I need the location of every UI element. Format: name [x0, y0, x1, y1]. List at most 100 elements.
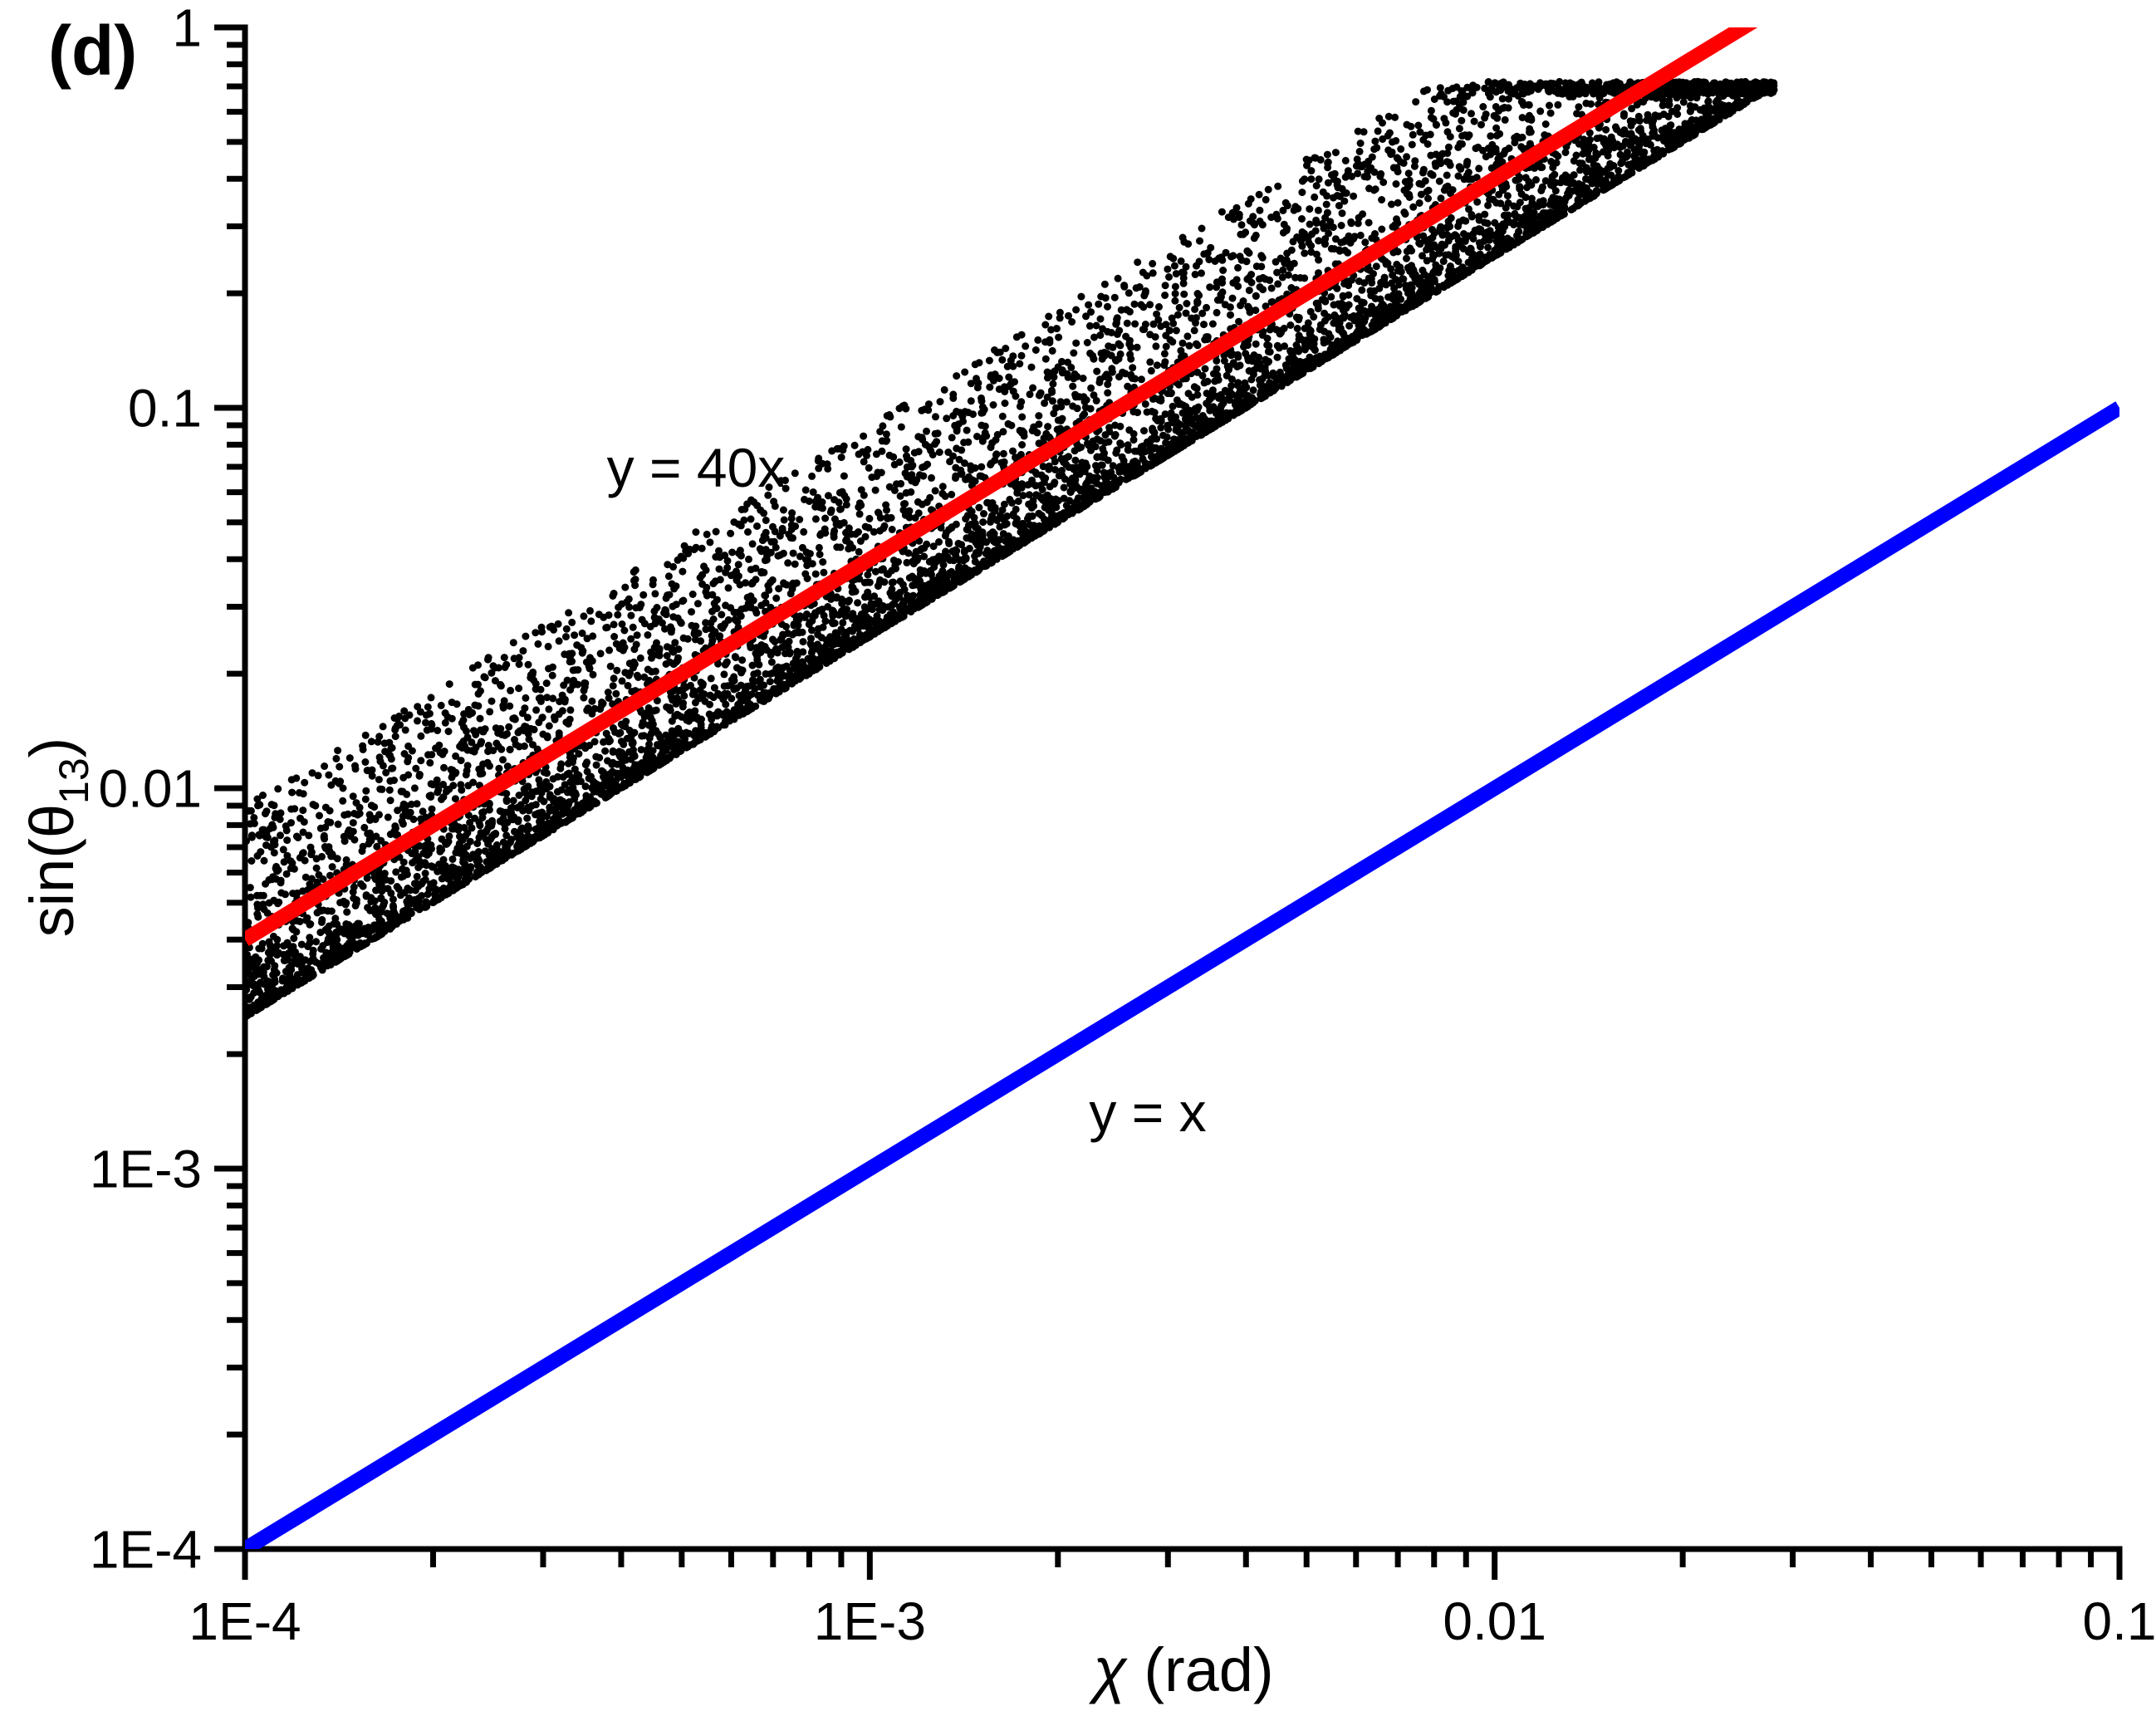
scatter-point: [1416, 128, 1424, 136]
scatter-point: [998, 355, 1007, 364]
scatter-point: [768, 635, 777, 644]
scatter-point: [1129, 429, 1138, 438]
scatter-point: [1200, 321, 1208, 329]
scatter-point: [1227, 252, 1235, 261]
scatter-point: [958, 541, 966, 549]
scatter-point: [865, 463, 873, 472]
scatter-point: [806, 619, 814, 626]
scatter-point: [367, 897, 375, 905]
scatter-point: [1071, 390, 1080, 399]
scatter-point: [1027, 503, 1036, 512]
scatter-point: [1318, 219, 1326, 228]
scatter-point: [1116, 350, 1125, 358]
scatter-point: [855, 450, 863, 458]
scatter-point: [543, 694, 551, 702]
scatter-point: [629, 623, 637, 631]
scatter-point: [1211, 377, 1219, 385]
scatter-point: [953, 547, 961, 555]
scatter-point: [693, 600, 702, 608]
scatter-point: [897, 423, 905, 431]
scatter-point: [940, 385, 948, 394]
scatter-point: [1475, 164, 1483, 173]
scatter-point: [299, 850, 306, 857]
scatter-point: [592, 761, 600, 769]
scatter-point: [1356, 140, 1365, 147]
scatter-point: [1171, 297, 1179, 305]
scatter-point: [1035, 420, 1043, 429]
scatter-point: [319, 875, 327, 883]
scatter-point: [476, 714, 484, 723]
scatter-point: [1072, 339, 1080, 347]
scatter-point: [299, 806, 307, 815]
scatter-point: [1003, 512, 1012, 520]
scatter-point: [515, 684, 523, 693]
scatter-point: [1455, 125, 1463, 133]
scatter-point: [327, 907, 336, 915]
scatter-point: [1469, 235, 1477, 243]
scatter-point: [505, 723, 513, 731]
scatter-point: [712, 527, 720, 536]
scatter-point: [1330, 194, 1337, 202]
scatter-point: [1140, 427, 1148, 435]
scatter-point: [1060, 483, 1068, 492]
scatter-point: [721, 660, 729, 669]
scatter-point: [565, 609, 573, 617]
scatter-point: [612, 689, 620, 698]
scatter-point: [448, 699, 456, 707]
scatter-point: [948, 434, 956, 442]
scatter-point: [1403, 254, 1410, 262]
scatter-point: [978, 394, 985, 402]
scatter-point: [877, 468, 885, 477]
scatter-point: [981, 429, 989, 437]
scatter-point: [535, 823, 543, 831]
scatter-point: [1521, 174, 1530, 182]
scatter-point: [520, 742, 528, 750]
scatter-point: [1264, 185, 1272, 194]
scatter-point: [882, 430, 890, 439]
scatter-point: [1104, 302, 1111, 311]
scatter-point: [399, 820, 407, 828]
scatter-point: [1257, 262, 1266, 271]
scatter-point: [287, 776, 296, 784]
scatter-point: [1518, 114, 1526, 122]
scatter-point: [401, 806, 409, 815]
scatter-point: [1325, 229, 1333, 238]
scatter-point: [1495, 190, 1503, 199]
scatter-point: [1321, 309, 1329, 317]
scatter-point: [669, 562, 678, 571]
scatter-point: [938, 483, 947, 491]
scatter-point: [842, 501, 850, 509]
scatter-point: [1358, 286, 1366, 294]
scatter-point: [1576, 166, 1584, 174]
scatter-point: [903, 558, 911, 566]
scatter-point: [1041, 399, 1049, 407]
scatter-point: [1035, 412, 1043, 420]
scatter-point: [1673, 104, 1682, 112]
scatter-point: [708, 715, 716, 723]
scatter-point: [605, 694, 613, 702]
scatter-point: [1475, 213, 1483, 221]
scatter-point: [1454, 222, 1463, 230]
scatter-point: [1273, 268, 1281, 277]
scatter-point: [713, 596, 721, 604]
scatter-point: [1541, 131, 1549, 139]
scatter-point: [393, 722, 401, 729]
scatter-point: [361, 758, 370, 766]
scatter-point: [1203, 390, 1211, 398]
scatter-point: [836, 505, 844, 513]
scatter-point: [1550, 202, 1558, 210]
scatter-point: [1179, 269, 1188, 277]
scatter-point: [738, 656, 747, 664]
scatter-point: [1312, 182, 1321, 190]
scatter-point: [955, 455, 963, 463]
scatter-point: [1153, 310, 1161, 318]
scatter-point: [1298, 215, 1306, 223]
scatter-point: [1515, 175, 1523, 183]
scatter-point: [421, 870, 429, 877]
scatter-point: [1628, 105, 1636, 113]
scatter-point: [1511, 139, 1519, 147]
scatter-point: [1167, 409, 1175, 417]
scatter-point: [1125, 340, 1134, 348]
scatter-point: [871, 567, 880, 576]
scatter-point: [801, 486, 810, 494]
